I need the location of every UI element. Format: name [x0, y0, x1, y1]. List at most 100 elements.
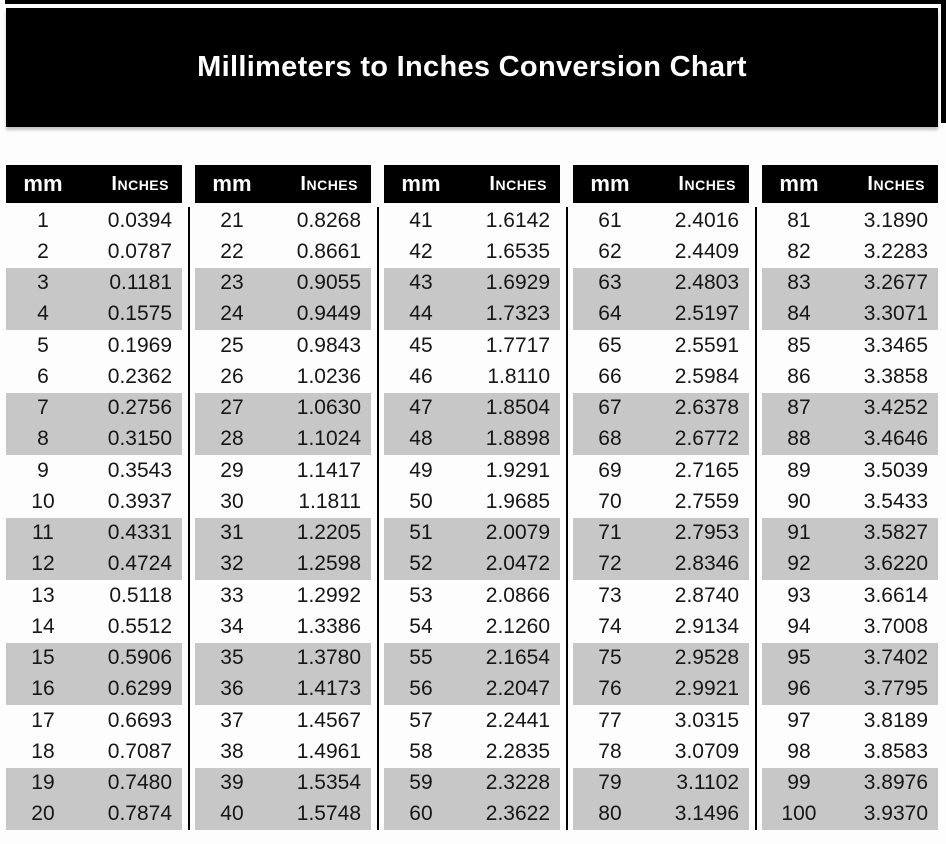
inches-value: 2.9134 — [674, 614, 739, 638]
inches-value: 3.7402 — [863, 646, 928, 670]
table-row: 57 2.2441 — [384, 705, 560, 736]
mm-value: 25 — [220, 333, 244, 357]
inches-value: 1.8504 — [485, 396, 550, 420]
mm-value: 89 — [787, 458, 811, 482]
table-row: 63 2.4803 — [573, 267, 749, 299]
table-row: 25 0.9843 — [195, 330, 371, 361]
column-divider — [565, 207, 568, 830]
mm-inches-table: mm Inches 41 1.6142 42 1.6535 43 1.6929 44 1.7323… — [384, 165, 560, 830]
table-row: 92 3.6220 — [762, 548, 938, 580]
mm-value: 52 — [409, 552, 433, 576]
right-edge-strip — [941, 0, 946, 123]
table-row: 7 0.2756 — [6, 392, 182, 424]
table-row: 66 2.5984 — [573, 361, 749, 392]
mm-value: 35 — [220, 646, 244, 670]
mm-value: 90 — [787, 489, 811, 513]
table-row: 62 2.4409 — [573, 236, 749, 267]
inches-value: 1.6535 — [485, 239, 550, 263]
table-row: 98 3.8583 — [762, 736, 938, 767]
table-row: 4 0.1575 — [6, 298, 182, 330]
inches-value: 0.7480 — [107, 771, 172, 795]
table-row: 97 3.8189 — [762, 705, 938, 736]
table-row: 89 3.5039 — [762, 455, 938, 486]
inches-value: 3.0709 — [674, 739, 739, 763]
table-row: 30 1.1811 — [195, 486, 371, 517]
inches-value: 3.6614 — [863, 583, 928, 607]
table-row: 38 1.4961 — [195, 736, 371, 767]
inches-value: 0.6693 — [107, 708, 172, 732]
table-row: 72 2.8346 — [573, 548, 749, 580]
table-row: 95 3.7402 — [762, 642, 938, 674]
inches-value: 2.5197 — [674, 302, 739, 326]
mm-value: 79 — [598, 771, 622, 795]
mm-value: 95 — [787, 646, 811, 670]
inches-value: 1.6142 — [485, 208, 550, 232]
inches-value: 0.5118 — [109, 583, 172, 607]
table-row: 67 2.6378 — [573, 392, 749, 424]
table-row: 82 3.2283 — [762, 236, 938, 267]
mm-value: 80 — [598, 802, 622, 826]
table-row: 12 0.4724 — [6, 548, 182, 580]
mm-value: 93 — [787, 583, 811, 607]
table-row: 34 1.3386 — [195, 611, 371, 642]
inches-value: 0.7087 — [107, 739, 172, 763]
mm-column-header: mm — [212, 171, 252, 196]
inches-value: 3.8583 — [863, 739, 928, 763]
inches-value: 2.0866 — [485, 583, 550, 607]
mm-value: 29 — [220, 458, 244, 482]
mm-inches-table: mm Inches 81 3.1890 82 3.2283 83 3.2677 84 3.3071… — [762, 165, 938, 830]
table-row: 42 1.6535 — [384, 236, 560, 267]
table-row: 96 3.7795 — [762, 673, 938, 705]
inches-value: 1.2205 — [296, 521, 361, 545]
inches-value: 2.5984 — [674, 364, 739, 388]
table-row: 15 0.5906 — [6, 642, 182, 674]
table-row: 6 0.2362 — [6, 361, 182, 392]
inches-value: 0.9055 — [296, 271, 361, 295]
inches-value: 1.9685 — [485, 489, 550, 513]
table-row: 2 0.0787 — [6, 236, 182, 267]
mm-value: 86 — [787, 364, 811, 388]
table-row: 20 0.7874 — [6, 798, 182, 830]
table-row: 58 2.2835 — [384, 736, 560, 767]
inches-value: 0.1969 — [107, 333, 172, 357]
table-row: 52 2.0472 — [384, 548, 560, 580]
table-row: 24 0.9449 — [195, 298, 371, 330]
mm-value: 34 — [220, 614, 244, 638]
inches-value: 3.5039 — [863, 458, 928, 482]
table-row: 65 2.5591 — [573, 330, 749, 361]
table-row: 60 2.3622 — [384, 798, 560, 830]
mm-value: 23 — [220, 271, 244, 295]
mm-value: 9 — [37, 458, 49, 482]
inches-value: 1.0630 — [296, 396, 361, 420]
mm-value: 63 — [598, 271, 622, 295]
mm-value: 66 — [598, 364, 622, 388]
mm-value: 24 — [220, 302, 244, 326]
table-row: 23 0.9055 — [195, 267, 371, 299]
inches-value: 1.2992 — [296, 583, 361, 607]
table-row: 56 2.2047 — [384, 673, 560, 705]
mm-value: 38 — [220, 739, 244, 763]
table-row: 64 2.5197 — [573, 298, 749, 330]
inches-value: 2.4016 — [674, 208, 739, 232]
mm-column-header: mm — [590, 171, 630, 196]
inches-value: 3.2283 — [863, 239, 928, 263]
inches-value: 2.2835 — [485, 739, 550, 763]
inches-value: 0.9449 — [296, 302, 361, 326]
table-row: 86 3.3858 — [762, 361, 938, 392]
inches-value: 0.7874 — [107, 802, 172, 826]
mm-value: 27 — [220, 396, 244, 420]
inches-value: 2.9921 — [674, 677, 739, 701]
mm-value: 72 — [598, 552, 622, 576]
inches-value: 3.3858 — [863, 364, 928, 388]
table-row: 100 3.9370 — [762, 798, 938, 830]
inches-value: 0.1575 — [107, 302, 172, 326]
table-row: 45 1.7717 — [384, 330, 560, 361]
mm-value: 22 — [220, 239, 244, 263]
inches-value: 3.8976 — [863, 771, 928, 795]
inches-value: 1.4961 — [296, 739, 361, 763]
mm-value: 28 — [220, 427, 244, 451]
table-row: 68 2.6772 — [573, 423, 749, 455]
mm-value: 99 — [787, 771, 811, 795]
mm-column-header: mm — [23, 171, 63, 196]
